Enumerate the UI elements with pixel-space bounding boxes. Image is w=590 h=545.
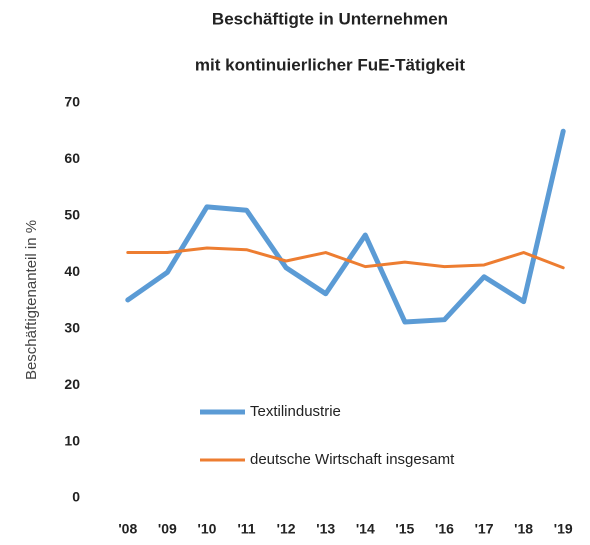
x-tick-label: '17	[475, 521, 494, 537]
y-tick-label: 0	[72, 489, 80, 505]
y-tick-label: 20	[64, 376, 80, 392]
y-tick-label: 10	[64, 432, 80, 448]
x-tick-label: '13	[316, 521, 335, 537]
x-tick-label: '19	[554, 521, 573, 537]
x-tick-label: '12	[277, 521, 296, 537]
line-series	[125, 128, 566, 325]
chart-title: mit kontinuierlicher FuE-Tätigkeit	[195, 55, 465, 74]
x-tick-label: '16	[435, 521, 454, 537]
y-tick-label: 70	[64, 94, 80, 110]
x-tick-label: '11	[237, 521, 255, 537]
y-axis-label: Beschäftigtenanteil in %	[23, 220, 40, 380]
chart-title: Beschäftigte in Unternehmen	[212, 9, 448, 28]
x-tick-label: '18	[514, 521, 533, 537]
y-tick-label: 60	[64, 150, 80, 166]
y-tick-label: 30	[64, 319, 80, 335]
line-series	[126, 246, 565, 270]
y-tick-label: 50	[64, 207, 80, 223]
x-tick-label: '08	[118, 521, 137, 537]
y-tick-label: 40	[64, 263, 80, 279]
x-tick-label: '14	[356, 521, 375, 537]
legend-label: Textilindustrie	[250, 403, 341, 420]
legend-label: deutsche Wirtschaft insgesamt	[250, 451, 455, 468]
x-tick-label: '09	[158, 521, 177, 537]
x-tick-label: '15	[395, 521, 414, 537]
x-tick-label: '10	[198, 521, 217, 537]
